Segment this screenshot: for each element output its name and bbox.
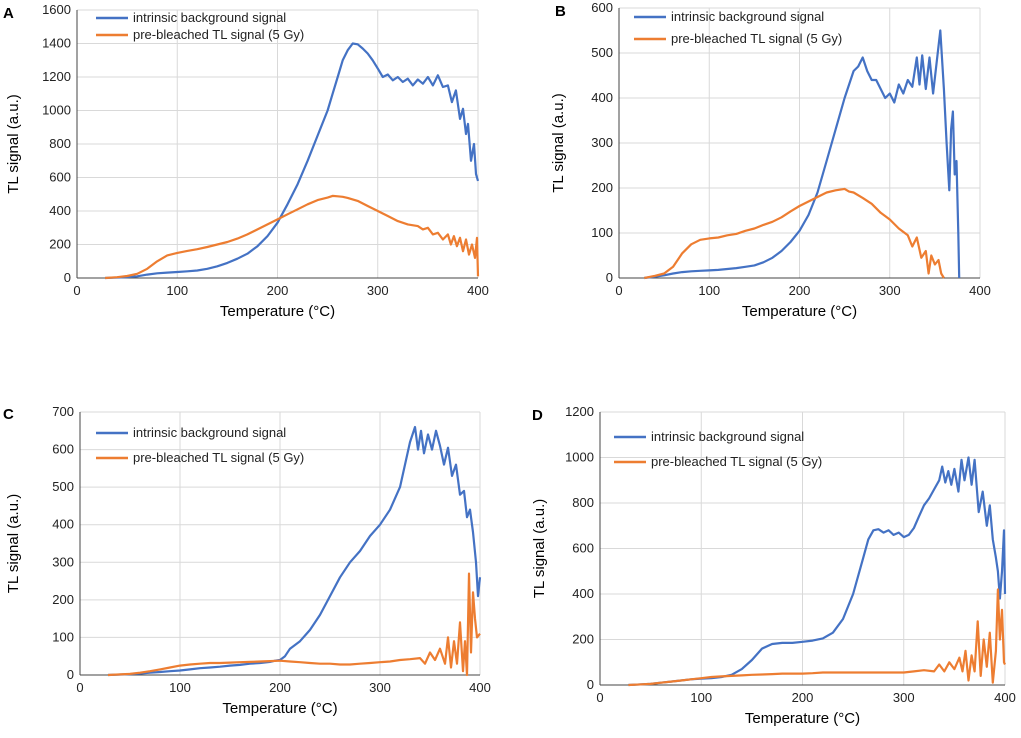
panel-letter: A (3, 5, 14, 22)
y-axis-title: TL signal (a.u.) (5, 94, 22, 194)
y-tick-label: 0 (606, 270, 613, 285)
x-tick-label: 100 (698, 283, 720, 298)
series-line-intrinsic (628, 456, 1007, 687)
y-tick-label: 1000 (42, 103, 71, 118)
y-tick-label: 100 (591, 225, 613, 240)
legend-label-intrinsic: intrinsic background signal (133, 10, 286, 25)
y-tick-label: 800 (49, 136, 71, 151)
series-line-prebleached (105, 194, 480, 280)
legend-label-intrinsic: intrinsic background signal (671, 9, 824, 24)
x-axis-title: Temperature (°C) (742, 303, 857, 320)
y-tick-label: 300 (52, 554, 74, 569)
series-line-intrinsic (107, 425, 482, 677)
x-tick-label: 400 (969, 283, 991, 298)
x-tick-label: 300 (369, 680, 391, 695)
x-tick-label: 200 (269, 680, 291, 695)
y-tick-label: 200 (591, 180, 613, 195)
x-tick-label: 200 (267, 283, 289, 298)
panel-letter: B (555, 3, 566, 20)
y-tick-label: 600 (572, 541, 594, 556)
panel-b: B 0 100 200 300 400 0 100 200 300 400 500 600 Tempera… (550, 0, 991, 320)
series-line-intrinsic (644, 29, 961, 280)
y-tick-label: 0 (67, 667, 74, 682)
y-tick-label: 800 (572, 495, 594, 510)
x-tick-label: 400 (467, 283, 489, 298)
y-tick-label: 1200 (42, 69, 71, 84)
y-tick-label: 400 (52, 517, 74, 532)
panel-c: C 0 100 200 300 400 0 100 200 300 400 500 600 700 Temp… (3, 404, 491, 717)
y-axis-title: TL signal (a.u.) (5, 494, 22, 594)
y-tick-label: 200 (49, 237, 71, 252)
legend-label-prebleached: pre-bleached TL signal (5 Gy) (133, 27, 304, 42)
y-tick-label: 500 (591, 45, 613, 60)
legend-label-prebleached: pre-bleached TL signal (5 Gy) (651, 454, 822, 469)
y-tick-label: 1200 (565, 404, 594, 419)
x-tick-label: 0 (76, 680, 83, 695)
y-tick-label: 0 (587, 677, 594, 692)
y-tick-label: 1400 (42, 36, 71, 51)
y-axis-title: TL signal (a.u.) (550, 93, 567, 193)
series-line-intrinsic (105, 42, 480, 280)
series-line-prebleached (107, 572, 481, 677)
y-tick-label: 0 (64, 270, 71, 285)
x-tick-label: 100 (169, 680, 191, 695)
y-tick-label: 1000 (565, 450, 594, 465)
y-axis-title: TL signal (a.u.) (531, 499, 548, 599)
panel-d: D 0 100 200 300 400 0 200 400 600 800 1000 1200 Tempe… (531, 404, 1016, 727)
y-tick-label: 400 (591, 90, 613, 105)
y-tick-label: 700 (52, 404, 74, 419)
legend-label-intrinsic: intrinsic background signal (133, 425, 286, 440)
y-tick-label: 300 (591, 135, 613, 150)
x-tick-label: 300 (367, 283, 389, 298)
legend-label-prebleached: pre-bleached TL signal (5 Gy) (133, 450, 304, 465)
y-tick-label: 1600 (42, 2, 71, 17)
x-tick-label: 400 (469, 680, 491, 695)
series-line-prebleached (628, 588, 1007, 687)
series-line-prebleached (644, 187, 945, 280)
x-axis-title: Temperature (°C) (222, 700, 337, 717)
x-tick-label: 200 (789, 283, 811, 298)
y-tick-label: 600 (591, 0, 613, 15)
legend-label-prebleached: pre-bleached TL signal (5 Gy) (671, 31, 842, 46)
x-axis-title: Temperature (°C) (745, 710, 860, 727)
panel-letter: D (532, 407, 543, 424)
x-tick-label: 300 (893, 690, 915, 705)
x-tick-label: 300 (879, 283, 901, 298)
y-tick-label: 200 (572, 632, 594, 647)
y-tick-label: 400 (49, 203, 71, 218)
panel-letter: C (3, 406, 14, 423)
y-tick-label: 100 (52, 629, 74, 644)
x-tick-label: 0 (615, 283, 622, 298)
x-tick-label: 0 (596, 690, 603, 705)
x-tick-label: 100 (166, 283, 188, 298)
x-tick-label: 0 (73, 283, 80, 298)
y-tick-label: 200 (52, 592, 74, 607)
y-tick-label: 400 (572, 586, 594, 601)
legend-label-intrinsic: intrinsic background signal (651, 429, 804, 444)
y-tick-label: 600 (49, 170, 71, 185)
x-tick-label: 200 (792, 690, 814, 705)
panel-a: A 0 100 200 300 400 0 200 400 600 800 1000 1200 1400 1… (3, 2, 489, 320)
y-tick-label: 600 (52, 442, 74, 457)
x-tick-label: 400 (994, 690, 1016, 705)
y-tick-label: 500 (52, 479, 74, 494)
x-axis-title: Temperature (°C) (220, 303, 335, 320)
x-tick-label: 100 (690, 690, 712, 705)
